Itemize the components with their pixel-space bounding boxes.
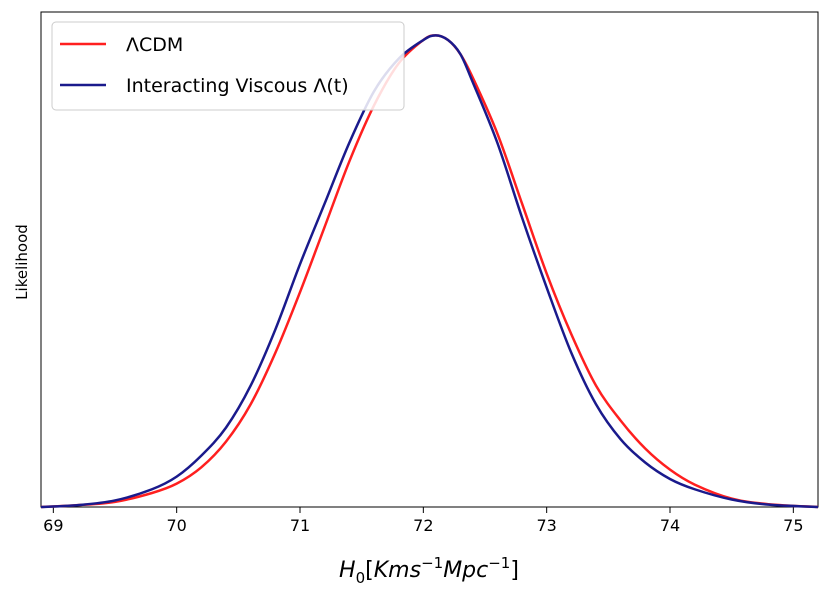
x-tick-label: 74 xyxy=(660,516,680,535)
x-tick-label: 70 xyxy=(166,516,186,535)
legend-label-lcdm: ΛCDM xyxy=(126,34,183,56)
x-axis-ticks: 69 70 71 72 73 74 75 xyxy=(43,507,804,535)
y-axis-label: Likelihood xyxy=(13,224,31,300)
x-tick-label: 72 xyxy=(413,516,433,535)
series-lines xyxy=(40,34,819,509)
series-line-interacting-viscous xyxy=(40,34,819,509)
x-tick-label: 71 xyxy=(290,516,310,535)
legend: ΛCDM Interacting Viscous Λ(t) xyxy=(51,21,405,111)
legend-label-interacting-viscous: Interacting Viscous Λ(t) xyxy=(126,75,349,97)
plot-frame xyxy=(40,11,819,508)
x-axis-label: H0[Kms−1Mpc−1] xyxy=(339,554,519,587)
legend-box xyxy=(51,21,405,111)
x-tick-label: 73 xyxy=(536,516,556,535)
x-tick-label: 75 xyxy=(783,516,803,535)
x-tick-label: 69 xyxy=(43,516,63,535)
